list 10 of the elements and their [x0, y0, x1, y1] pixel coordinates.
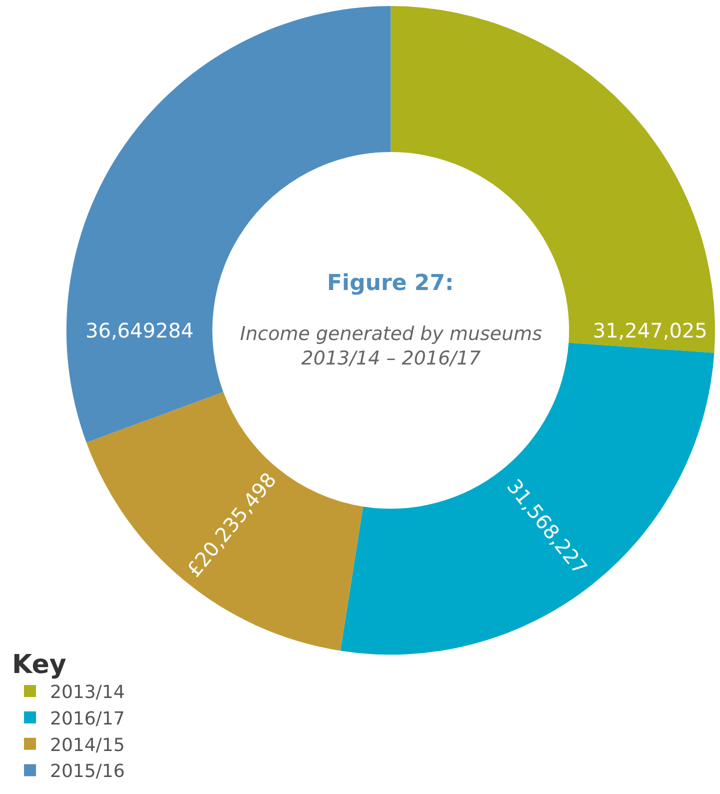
donut-slice — [86, 392, 364, 651]
legend-label: 2013/14 — [50, 682, 125, 704]
legend-label: 2016/17 — [50, 708, 125, 730]
text: Income generated by museums 2013/14 – 2016/17 — [240, 323, 542, 370]
legend-title: Key — [12, 650, 66, 680]
data-label: 36,649284 — [85, 318, 194, 342]
legend-label: 2015/16 — [50, 761, 125, 782]
legend-label: 2014/15 — [50, 734, 125, 756]
text: Figure 27: — [327, 271, 454, 296]
data-label: 31,247,025 — [592, 318, 708, 342]
